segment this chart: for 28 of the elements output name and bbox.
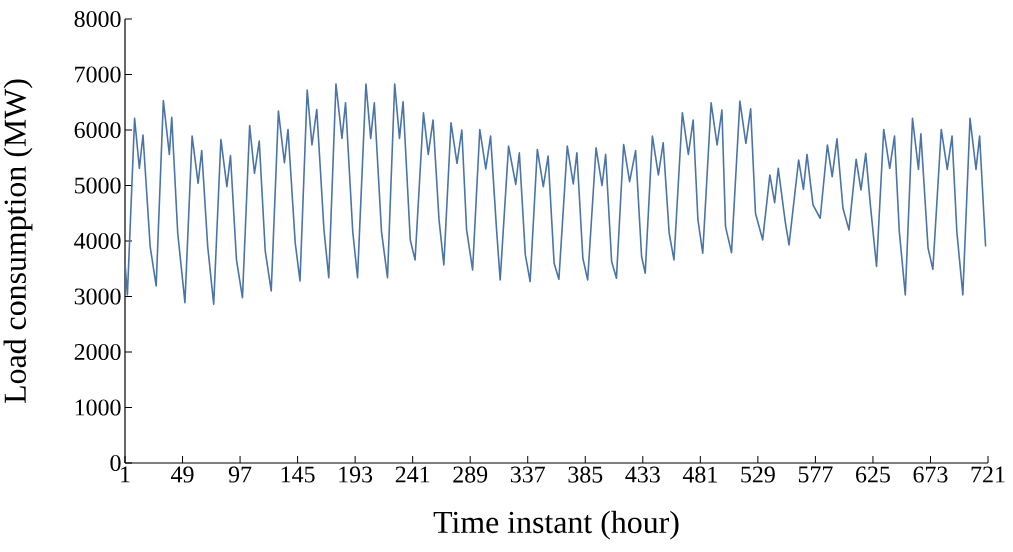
x-tick-label: 385 [568, 466, 603, 483]
x-tick-label: 1 [121, 466, 130, 483]
y-tick-label: 0 [110, 454, 121, 472]
x-tick-label: 193 [339, 466, 373, 483]
y-tick-label: 3000 [74, 288, 121, 305]
x-tick-label: 337 [510, 466, 545, 483]
y-tick-label: 8000 [74, 10, 121, 28]
y-tick-label: 1000 [75, 399, 121, 416]
x-axis-title: Time instant (hour) [433, 510, 679, 540]
line-series [124, 83, 987, 306]
y-axis-title: Load consumption (MW) [3, 79, 33, 403]
y-tick-label: 4000 [74, 232, 121, 250]
x-tick-label: 289 [453, 466, 488, 483]
y-tick-label: 2000 [74, 343, 121, 361]
x-tick-label: 481 [682, 466, 717, 483]
x-tick-label: 97 [228, 466, 252, 483]
y-tick-label: 6000 [74, 121, 121, 139]
x-tick-label: 49 [171, 466, 194, 483]
y-tick-label: 5000 [75, 177, 121, 194]
x-tick-label: 529 [741, 466, 775, 483]
y-tick-label: 7000 [75, 66, 121, 83]
x-tick-label: 241 [395, 466, 430, 483]
x-tick-label: 577 [798, 466, 833, 483]
x-tick-label: 433 [625, 466, 660, 483]
x-tick-label: 145 [281, 466, 315, 483]
x-tick-label: 625 [856, 466, 890, 483]
x-tick-label: 673 [913, 466, 948, 483]
x-tick-label: 721 [971, 466, 1005, 483]
